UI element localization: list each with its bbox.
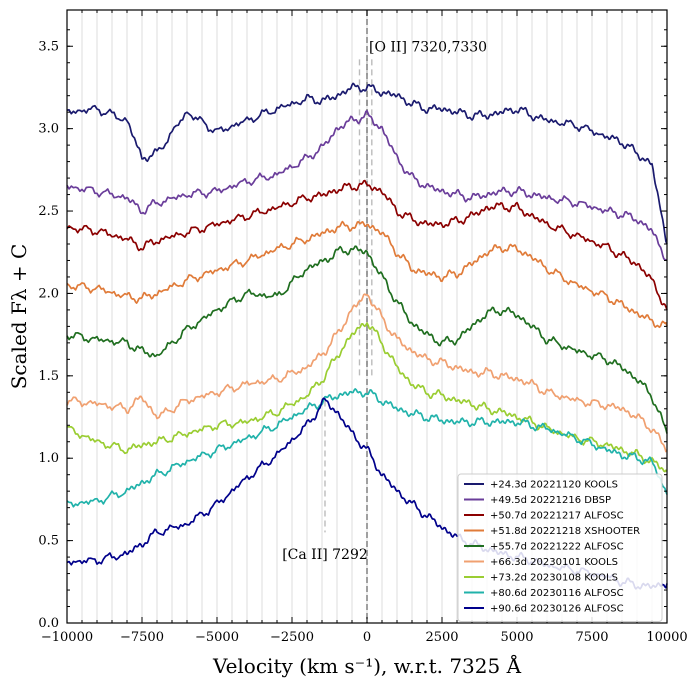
legend: +24.3d 20221120 KOOLS +49.5d 20221216 DBS…: [457, 473, 663, 622]
legend-label: +80.6d 20230116 ALFOSC: [490, 588, 624, 599]
legend-label: +73.2d 20230108 KOOLS: [490, 573, 618, 584]
legend-label: +24.3d 20221120 KOOLS: [490, 480, 618, 491]
series-line: [66, 109, 668, 262]
legend-label: +55.7d 20221222 ALFOSC: [490, 542, 624, 553]
x-tick-label: −10000: [41, 630, 93, 645]
y-tick-label: 0.5: [38, 534, 59, 549]
series-line: [66, 179, 668, 311]
x-tick-label: 10000: [646, 630, 687, 645]
series-line: [66, 82, 668, 245]
annotation-caii: [Ca II] 7292: [282, 547, 368, 563]
series-line: [66, 322, 668, 473]
annotations: [O II] 7320,7330 [Ca II] 7292: [282, 39, 487, 563]
x-tick-label: 2500: [425, 630, 458, 645]
y-tick-label: 2.5: [38, 204, 59, 219]
x-tick-label: 5000: [500, 630, 533, 645]
series-line: [66, 245, 668, 434]
x-tick-label: −2500: [270, 630, 314, 645]
legend-label: +51.8d 20221218 XSHOOTER: [490, 526, 640, 537]
series-line: [66, 220, 668, 329]
y-axis-title: Scaled Fλ + C: [7, 244, 31, 390]
ticks: −10000 −7500 −5000 −2500 0 2500 5000 7500 10000 0…: [38, 10, 688, 645]
x-tick-label: 0: [363, 630, 371, 645]
legend-label: +66.3d 20230101 KOOLS: [490, 557, 618, 568]
series-group: [66, 82, 668, 590]
x-tick-label: −5000: [195, 630, 239, 645]
y-tick-label: 3.0: [38, 122, 59, 137]
x-axis-title: Velocity (km s⁻¹), w.r.t. 7325 Å: [212, 653, 522, 678]
series-line: [66, 388, 668, 508]
x-tick-label: 7500: [575, 630, 608, 645]
y-tick-label: 3.5: [38, 39, 59, 54]
legend-label: +90.6d 20230126 ALFOSC: [490, 604, 624, 615]
annotation-oii: [O II] 7320,7330: [369, 39, 487, 55]
y-tick-label: 1.0: [38, 451, 59, 466]
x-tick-label: −7500: [120, 630, 164, 645]
y-tick-label: 1.5: [38, 369, 59, 384]
legend-label: +49.5d 20221216 DBSP: [490, 495, 611, 506]
legend-label: +50.7d 20221217 ALFOSC: [490, 511, 624, 522]
y-tick-label: 2.0: [38, 286, 59, 301]
legend-box: [457, 473, 663, 622]
series-line: [66, 293, 668, 453]
y-tick-label: 0.0: [38, 616, 59, 631]
